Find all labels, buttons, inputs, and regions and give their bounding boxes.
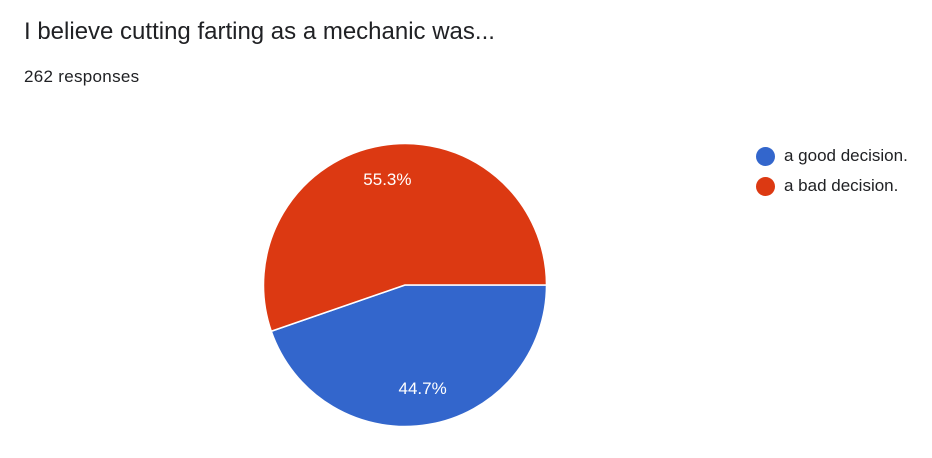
pie-label-bad-decision: 55.3%: [363, 170, 411, 189]
legend-label-good-decision: a good decision.: [784, 146, 908, 165]
pie-slice-good-decision[interactable]: [270, 284, 548, 428]
legend-swatch-bad-decision: [756, 176, 775, 196]
response-count: 262 responses: [24, 67, 140, 86]
pie-slice-bad-decision[interactable]: [262, 142, 548, 333]
legend-item-bad-decision[interactable]: a bad decision.: [756, 171, 908, 201]
legend-swatch-good-decision: [756, 146, 775, 166]
chart-legend: a good decision. a bad decision.: [756, 141, 908, 201]
question-title: I believe cutting farting as a mechanic …: [24, 18, 495, 45]
legend-item-good-decision[interactable]: a good decision.: [756, 141, 908, 171]
pie-label-good-decision: 44.7%: [398, 379, 446, 398]
legend-label-bad-decision: a bad decision.: [784, 176, 899, 195]
